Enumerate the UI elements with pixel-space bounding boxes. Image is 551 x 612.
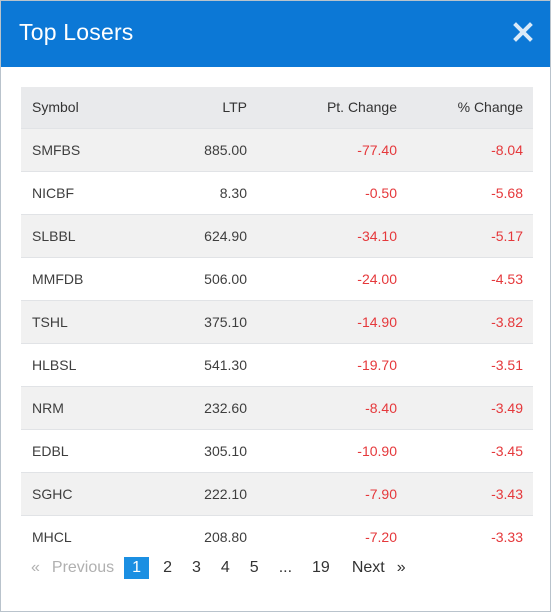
symbol-cell: HLBSL [32,356,77,373]
table-row[interactable]: SGHC 222.10 -7.90 -3.43 [21,472,533,515]
table-row[interactable]: EDBL 305.10 -10.90 -3.45 [21,429,533,472]
page-5-button[interactable]: 5 [249,559,259,576]
symbol-cell: SLBBL [32,227,76,244]
pct-change-cell: -3.82 [491,313,523,330]
symbol-cell: NICBF [32,184,74,201]
pt-change-cell: -7.90 [365,485,397,502]
ltp-cell: 624.90 [204,227,247,244]
ltp-cell: 222.10 [204,485,247,502]
pagination-ellipsis: ... [278,559,293,576]
column-header-pt-change[interactable]: Pt. Change [326,99,397,116]
pct-change-cell: -3.43 [491,485,523,502]
losers-table-container: Symbol LTP Pt. Change % Change SMFBS 885.… [21,87,533,558]
table-row[interactable]: HLBSL 541.30 -19.70 -3.51 [21,343,533,386]
ltp-cell: 232.60 [204,399,247,416]
pagination: « Previous 1 2 3 4 5... 19 Next » [21,557,412,579]
next-button[interactable]: Next [351,559,385,576]
table-row[interactable]: NRM 232.60 -8.40 -3.49 [21,386,533,429]
table-row[interactable]: SLBBL 624.90 -34.10 -5.17 [21,214,533,257]
column-header-ltp[interactable]: LTP [222,99,247,116]
header-row: Symbol LTP Pt. Change % Change [21,87,533,128]
symbol-cell: NRM [32,399,64,416]
pct-change-cell: -5.17 [491,227,523,244]
ltp-cell: 885.00 [204,141,247,158]
pt-change-cell: -14.90 [357,313,397,330]
page-3-button[interactable]: 3 [191,559,201,576]
close-icon[interactable] [512,21,534,43]
page-1-button[interactable]: 1 [124,557,150,579]
symbol-cell: MHCL [32,528,72,545]
page-19-button[interactable]: 19 [312,559,330,576]
table-header: Symbol LTP Pt. Change % Change [21,87,533,128]
pct-change-cell: -3.33 [491,528,523,545]
pct-change-cell: -3.45 [491,442,523,459]
symbol-cell: SGHC [32,485,73,502]
page-4-button[interactable]: 4 [220,559,230,576]
table-row[interactable]: MHCL 208.80 -7.20 -3.33 [21,515,533,558]
losers-table: Symbol LTP Pt. Change % Change SMFBS 885.… [21,87,533,558]
pt-change-cell: -19.70 [357,356,397,373]
ltp-cell: 541.30 [204,356,247,373]
ltp-cell: 305.10 [204,442,247,459]
symbol-cell: SMFBS [32,141,81,158]
pct-change-cell: -3.49 [491,399,523,416]
pct-change-cell: -8.04 [491,141,523,158]
pct-change-cell: -4.53 [491,270,523,287]
symbol-cell: EDBL [32,442,69,459]
column-header-pct-change[interactable]: % Change [457,99,523,116]
modal-title: Top Losers [19,19,134,45]
pct-change-cell: -5.68 [491,184,523,201]
pt-change-cell: -7.20 [365,528,397,545]
table-row[interactable]: NICBF 8.30 -0.50 -5.68 [21,171,533,214]
symbol-cell: TSHL [32,313,68,330]
table-body: SMFBS 885.00 -77.40 -8.04 NICBF 8.30 -0.50 -5.6… [21,128,533,558]
ltp-cell: 506.00 [204,270,247,287]
pt-change-cell: -24.00 [357,270,397,287]
pt-change-cell: -0.50 [365,184,397,201]
laquo-icon: « [31,559,40,576]
table-row[interactable]: SMFBS 885.00 -77.40 -8.04 [21,128,533,171]
table-row[interactable]: MMFDB 506.00 -24.00 -4.53 [21,257,533,300]
pt-change-cell: -34.10 [357,227,397,244]
page-2-button[interactable]: 2 [163,559,172,576]
pct-change-cell: -3.51 [491,356,523,373]
table-row[interactable]: TSHL 375.10 -14.90 -3.82 [21,300,533,343]
ltp-cell: 375.10 [204,313,247,330]
page-numbers: 1 2 3 4 5... 19 [120,557,340,579]
pt-change-cell: -8.40 [365,399,397,416]
raquo-icon: » [396,559,406,576]
ltp-cell: 208.80 [204,528,247,545]
column-header-symbol[interactable]: Symbol [32,99,79,116]
modal-header: Top Losers [1,1,550,67]
symbol-cell: MMFDB [32,270,84,287]
previous-button[interactable]: Previous [51,559,115,576]
pt-change-cell: -10.90 [357,442,397,459]
ltp-cell: 8.30 [219,184,247,201]
pt-change-cell: -77.40 [357,141,397,158]
